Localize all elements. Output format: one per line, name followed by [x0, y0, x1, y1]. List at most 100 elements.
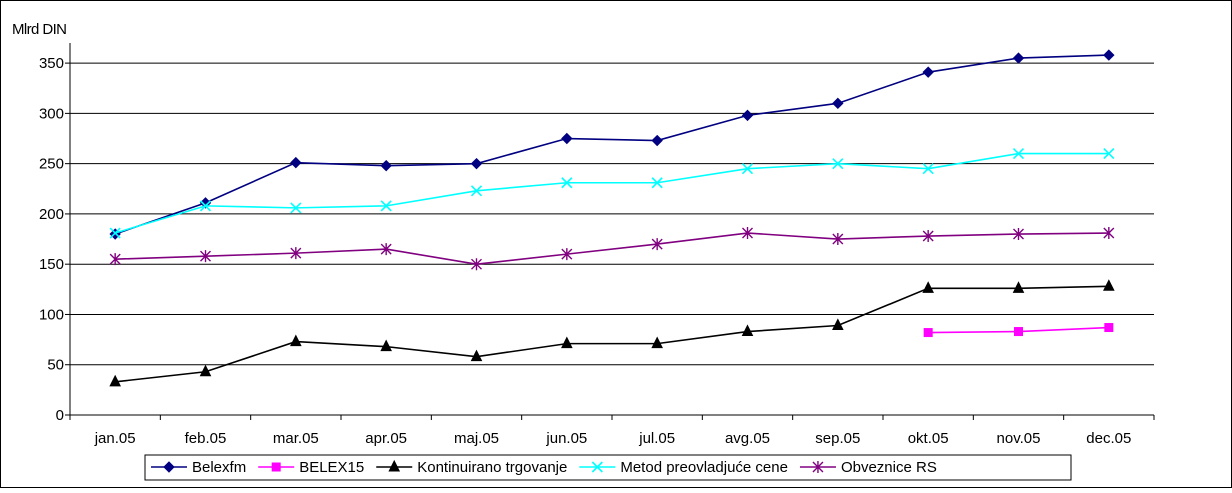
- y-tick-label: 300: [39, 105, 64, 122]
- data-point: [1012, 52, 1025, 64]
- data-point: [741, 163, 754, 175]
- y-tick-label: 100: [39, 306, 64, 323]
- series-belex15: [923, 323, 1114, 338]
- legend-marker: [163, 461, 175, 473]
- gridlines: [70, 62, 1154, 366]
- data-point: [561, 336, 573, 349]
- y-tick-label: 250: [39, 156, 64, 173]
- data-point: [1103, 49, 1115, 61]
- series-metod-preovladju-e-cene: [109, 148, 1115, 239]
- series-line: [114, 54, 1109, 235]
- data-point: [561, 132, 573, 145]
- data-point: [290, 334, 302, 347]
- series-belexfm: [109, 49, 1115, 240]
- x-tick-label: sep.05: [815, 430, 860, 447]
- x-tick-label: avg.05: [725, 430, 770, 447]
- data-point: [1014, 327, 1023, 337]
- data-point: [290, 156, 302, 169]
- axes: [65, 43, 1155, 420]
- y-tick-label: 150: [39, 256, 64, 273]
- data-point: [651, 134, 663, 147]
- legend-label: Obveznice RS: [841, 459, 937, 476]
- data-point: [832, 158, 844, 170]
- data-point: [922, 163, 934, 175]
- data-point: [470, 349, 483, 362]
- legend-item: Obveznice RS: [799, 459, 937, 476]
- x-tick-label: dec.05: [1086, 430, 1131, 447]
- legend-item: Kontinuirano trgovanje: [376, 459, 567, 476]
- data-point: [1104, 323, 1114, 333]
- legend-marker: [591, 461, 603, 473]
- legend-item: BELEX15: [258, 459, 364, 476]
- x-tick-label: okt.05: [908, 430, 949, 447]
- legend-label: Metod preovladjuće cene: [620, 459, 788, 476]
- data-point: [471, 258, 482, 271]
- data-point: [109, 374, 121, 387]
- data-point: [1103, 148, 1115, 160]
- data-point: [470, 185, 483, 197]
- y-axis-label: Mlrd DIN: [12, 21, 66, 38]
- legend-label: Kontinuirano trgovanje: [417, 459, 567, 476]
- data-point: [1012, 148, 1025, 160]
- y-tick-label: 200: [39, 206, 64, 223]
- data-point: [651, 238, 663, 251]
- y-tick-label: 50: [47, 357, 64, 374]
- data-point: [380, 200, 392, 212]
- data-point: [922, 281, 934, 293]
- x-tick-label: jun.05: [545, 430, 587, 447]
- x-tick-label: jul.05: [638, 430, 675, 447]
- data-point: [199, 364, 212, 377]
- series-layer: [109, 49, 1115, 387]
- data-point: [651, 336, 663, 349]
- legend-label: Belexfm: [192, 459, 246, 476]
- data-point: [741, 109, 754, 122]
- x-tick-label: nov.05: [997, 430, 1041, 447]
- legend-marker: [271, 462, 281, 472]
- x-tick-label: maj.05: [454, 430, 499, 447]
- data-point: [380, 159, 392, 172]
- legend-marker: [812, 461, 824, 473]
- data-point: [741, 324, 754, 337]
- legend-label: BELEX15: [299, 459, 364, 476]
- x-tick-label: feb.05: [185, 430, 227, 447]
- series-line: [115, 285, 1109, 383]
- data-point: [1013, 228, 1024, 241]
- data-point: [561, 248, 573, 261]
- series-obveznice-rs: [109, 227, 1115, 271]
- data-point: [290, 202, 302, 214]
- x-tick-label: jan.05: [94, 430, 136, 447]
- data-point: [742, 227, 753, 240]
- data-point: [380, 339, 392, 352]
- data-point: [923, 328, 933, 338]
- data-point: [109, 227, 121, 239]
- data-point: [832, 318, 844, 331]
- data-point: [651, 177, 663, 189]
- y-tick-labels: 0 50 100 150 200 250 300 350: [39, 55, 64, 424]
- legend-marker: [388, 459, 401, 472]
- legend: Belexfm BELEX15 Kontinuirano trgovanje Meto…: [144, 454, 1072, 481]
- data-point: [1103, 279, 1115, 291]
- y-tick-label: 350: [39, 55, 64, 72]
- data-point: [832, 233, 844, 246]
- data-point: [1012, 281, 1025, 293]
- series-line: [115, 232, 1109, 265]
- data-point: [922, 230, 934, 243]
- data-point: [200, 250, 211, 263]
- legend-item: Metod preovladjuće cene: [579, 459, 788, 476]
- series-kontinuirano-trgovanje: [109, 279, 1115, 387]
- data-point: [290, 247, 302, 260]
- data-point: [109, 253, 121, 266]
- y-tick-label: 0: [56, 407, 64, 424]
- data-point: [922, 66, 934, 78]
- x-tick-label: apr.05: [365, 430, 407, 447]
- series-line: [114, 152, 1109, 234]
- legend-item: Belexfm: [151, 459, 246, 476]
- data-point: [470, 157, 483, 170]
- data-point: [380, 243, 392, 256]
- data-point: [832, 97, 844, 110]
- x-tick-labels: jan.05 feb.05 mar.05 apr.05 maj.05 jun.05 jul.…: [94, 430, 1132, 447]
- data-point: [561, 177, 573, 189]
